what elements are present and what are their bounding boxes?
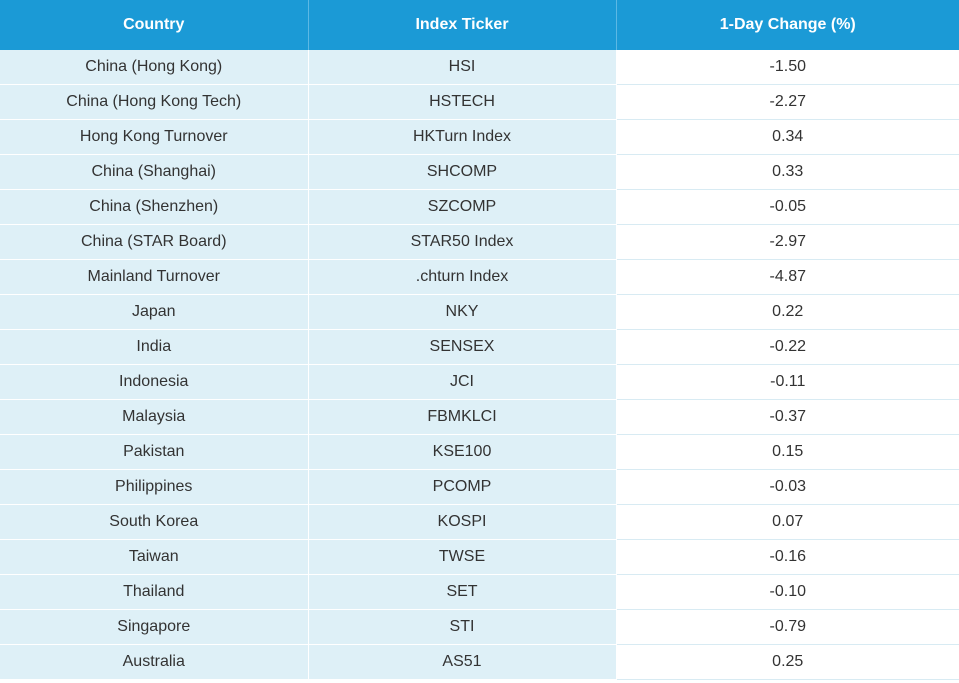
table-cell: .chturn Index [308, 259, 617, 295]
table-cell: China (STAR Board) [0, 224, 309, 260]
table-row: China (Shanghai) SHCOMP 0.33 [0, 154, 959, 190]
header-row: Country Index Ticker 1-Day Change (%) [0, 0, 959, 50]
table-cell: -0.03 [616, 469, 959, 505]
column-header: 1-Day Change (%) [616, 0, 959, 50]
table-cell: Taiwan [0, 539, 309, 575]
table-cell: TWSE [308, 539, 617, 575]
table-cell: Singapore [0, 609, 309, 645]
table-cell: -0.10 [616, 574, 959, 610]
table-header: Country Index Ticker 1-Day Change (%) [0, 0, 959, 50]
table-cell: -4.87 [616, 259, 959, 295]
table-cell: Pakistan [0, 434, 309, 470]
table-cell: India [0, 329, 309, 365]
table-cell: AS51 [308, 644, 617, 680]
table-row: Mainland Turnover .chturn Index -4.87 [0, 259, 959, 295]
table-row: Indonesia JCI -0.11 [0, 364, 959, 400]
table-body: China (Hong Kong) HSI -1.50 China (Hong Kon… [0, 50, 959, 680]
table-cell: SHCOMP [308, 154, 617, 190]
table-row: Taiwan TWSE -0.16 [0, 539, 959, 575]
table-cell: Japan [0, 294, 309, 330]
table-row: Thailand SET -0.10 [0, 574, 959, 610]
table-cell: SET [308, 574, 617, 610]
table-row: Australia AS51 0.25 [0, 644, 959, 680]
table-cell: -0.11 [616, 364, 959, 400]
table-cell: 0.15 [616, 434, 959, 470]
table-cell: KOSPI [308, 504, 617, 540]
column-header: Index Ticker [308, 0, 617, 50]
table-cell: -0.16 [616, 539, 959, 575]
table-cell: Australia [0, 644, 309, 680]
table-cell: Philippines [0, 469, 309, 505]
table-cell: 0.34 [616, 119, 959, 155]
table-cell: -0.05 [616, 189, 959, 225]
table-cell: China (Shenzhen) [0, 189, 309, 225]
table-cell: Hong Kong Turnover [0, 119, 309, 155]
table-row: Singapore STI -0.79 [0, 609, 959, 645]
table-cell: 0.22 [616, 294, 959, 330]
table-cell: South Korea [0, 504, 309, 540]
table-cell: HKTurn Index [308, 119, 617, 155]
table-cell: -0.22 [616, 329, 959, 365]
table-row: India SENSEX -0.22 [0, 329, 959, 365]
table-row: China (Hong Kong Tech) HSTECH -2.27 [0, 84, 959, 120]
table-cell: Thailand [0, 574, 309, 610]
table-cell: SZCOMP [308, 189, 617, 225]
table-cell: 0.25 [616, 644, 959, 680]
table-cell: SENSEX [308, 329, 617, 365]
table-row: Malaysia FBMKLCI -0.37 [0, 399, 959, 435]
table-cell: PCOMP [308, 469, 617, 505]
table-cell: -0.37 [616, 399, 959, 435]
table-row: Philippines PCOMP -0.03 [0, 469, 959, 505]
table-cell: STAR50 Index [308, 224, 617, 260]
table-cell: FBMKLCI [308, 399, 617, 435]
column-header: Country [0, 0, 309, 50]
table-cell: STI [308, 609, 617, 645]
table-cell: Malaysia [0, 399, 309, 435]
table-cell: HSI [308, 50, 617, 85]
table-row: China (STAR Board) STAR50 Index -2.97 [0, 224, 959, 260]
table-row: Japan NKY 0.22 [0, 294, 959, 330]
table-cell: -0.79 [616, 609, 959, 645]
table-cell: KSE100 [308, 434, 617, 470]
table-row: China (Hong Kong) HSI -1.50 [0, 50, 959, 85]
table-cell: JCI [308, 364, 617, 400]
table-cell: 0.07 [616, 504, 959, 540]
table-cell: -1.50 [616, 50, 959, 85]
table-row: Pakistan KSE100 0.15 [0, 434, 959, 470]
table-row: South Korea KOSPI 0.07 [0, 504, 959, 540]
table-cell: -2.27 [616, 84, 959, 120]
table-cell: China (Shanghai) [0, 154, 309, 190]
table-cell: -2.97 [616, 224, 959, 260]
table-cell: China (Hong Kong) [0, 50, 309, 85]
table-cell: Indonesia [0, 364, 309, 400]
table-cell: China (Hong Kong Tech) [0, 84, 309, 120]
table-cell: NKY [308, 294, 617, 330]
table-cell: HSTECH [308, 84, 617, 120]
table-cell: Mainland Turnover [0, 259, 309, 295]
table-cell: 0.33 [616, 154, 959, 190]
table-row: China (Shenzhen) SZCOMP -0.05 [0, 189, 959, 225]
table-row: Hong Kong Turnover HKTurn Index 0.34 [0, 119, 959, 155]
